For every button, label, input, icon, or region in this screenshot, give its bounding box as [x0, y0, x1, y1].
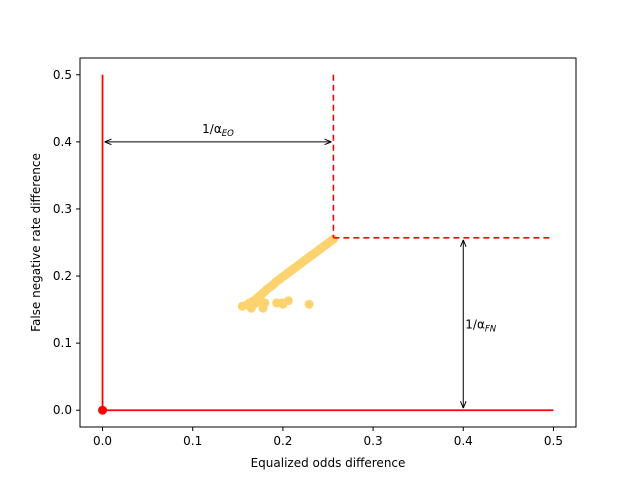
y-tick-label: 0.4: [53, 135, 72, 149]
x-tick-label: 0.3: [364, 434, 383, 448]
y-tick-label: 0.2: [53, 269, 72, 283]
ticks: 0.0 0.1 0.2 0.3 0.4 0.5 0.0 0.1 0.2 0.3 0.4 0.5: [53, 68, 563, 448]
x-tick-label: 0.2: [273, 434, 292, 448]
scatter-point: [253, 297, 263, 307]
y-tick-label: 0.0: [53, 403, 72, 417]
y-tick-label: 0.1: [53, 336, 72, 350]
x-tick-label: 0.1: [183, 434, 202, 448]
annotation-label: 1/αEO: [202, 122, 234, 139]
x-tick-label: 0.4: [454, 434, 473, 448]
plot-area: 1/αEO 1/αFN: [98, 74, 554, 415]
x-tick-label: 0.0: [93, 434, 112, 448]
y-tick-label: 0.5: [53, 68, 72, 82]
annotation-label: 1/αFN: [465, 317, 496, 334]
scatter-point: [246, 303, 256, 313]
scatter-point: [328, 234, 338, 244]
scatter-point: [283, 296, 293, 306]
y-tick-label: 0.3: [53, 202, 72, 216]
x-tick-label: 0.5: [544, 434, 563, 448]
y-axis-label: False negative rate difference: [29, 153, 43, 332]
origin-point: [98, 405, 108, 415]
scatter-point: [260, 298, 270, 308]
scatter-point: [304, 299, 314, 309]
axes-frame: [79, 57, 577, 428]
x-axis-label: Equalized odds difference: [251, 456, 406, 470]
